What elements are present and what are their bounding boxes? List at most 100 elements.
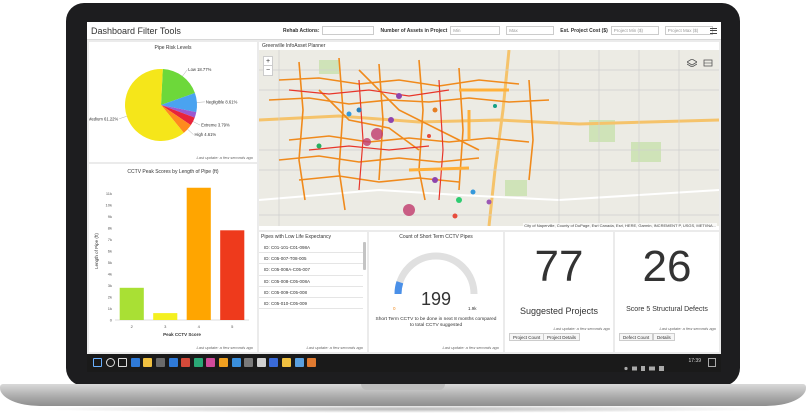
pie-label-leader — [182, 69, 188, 77]
pie-slice[interactable] — [161, 105, 197, 118]
structural-defects-panel: 26 Score 5 Structural Defects Last updat… — [615, 232, 719, 352]
list-item[interactable]: ID: C05-008-C05-008A — [259, 276, 363, 287]
list-footer: Last update: a few seconds ago — [306, 345, 363, 350]
pie-label-leader — [196, 101, 205, 103]
app-icon-5[interactable] — [244, 358, 254, 367]
map-panel[interactable]: Greenville InfoAsset Planner — [259, 42, 719, 230]
x-tick-label: 3 — [164, 324, 167, 329]
tab-project-count[interactable]: Project Count — [509, 333, 545, 341]
hamburger-menu-icon[interactable] — [710, 26, 717, 35]
tab-defect-details[interactable]: Details — [653, 333, 675, 341]
x-tick-label: 5 — [231, 324, 234, 329]
dashboard-header: Dashboard Filter Tools Rehab Actions: Nu… — [87, 22, 721, 40]
gauge-chart — [394, 252, 478, 295]
zoom-out-button[interactable]: − — [265, 67, 271, 74]
app-icon-8[interactable] — [282, 358, 291, 367]
x-axis-label: Peak CCTV Score — [163, 332, 201, 337]
task-view-icon[interactable] — [118, 358, 128, 367]
mail-icon[interactable] — [168, 358, 178, 367]
y-axis-label: Length of Pipe (ft) — [94, 233, 99, 269]
pie-slice-label: Low 18.77% — [188, 67, 211, 72]
dashboard-screen: Dashboard Filter Tools Rehab Actions: Nu… — [87, 22, 721, 372]
tab-project-details[interactable]: Project Details — [543, 333, 581, 341]
chrome-icon[interactable] — [181, 358, 191, 367]
basemap-icon[interactable] — [703, 54, 713, 67]
rehab-actions-select[interactable] — [322, 26, 375, 35]
assets-max-input[interactable]: Max — [506, 26, 555, 35]
list-item[interactable]: ID: C05-009-C05-008 — [259, 287, 363, 298]
zoom-in-button[interactable]: + — [264, 58, 272, 66]
app-icon-1[interactable] — [193, 358, 203, 367]
taskbar-clock[interactable]: 17:39 — [688, 358, 701, 364]
zoom-control: + − — [263, 56, 273, 76]
y-tick-label: 6k — [108, 249, 112, 254]
system-tray — [623, 359, 669, 371]
app-icon-6[interactable] — [256, 358, 266, 367]
pie-slice-label: Extreme 3.79% — [201, 123, 230, 128]
explorer-icon[interactable] — [143, 358, 153, 367]
projects-label: Suggested Projects — [519, 306, 599, 316]
pie-slice-label: Medium 61.22% — [89, 116, 118, 121]
list-item[interactable]: ID: C05-010-C05-009 — [259, 298, 363, 310]
bar[interactable] — [119, 287, 144, 320]
app-icon-7[interactable] — [269, 358, 279, 367]
pie-slice-label: High 4.61% — [195, 132, 217, 137]
search-icon[interactable] — [105, 358, 115, 367]
notifications-icon[interactable] — [708, 358, 716, 367]
defects-count: 26 — [642, 242, 692, 291]
pie-slice[interactable] — [161, 105, 195, 126]
list-item[interactable]: ID: C05-007-T08-005 — [259, 253, 363, 265]
pie-slice[interactable] — [124, 69, 184, 141]
app-icon-10[interactable] — [307, 358, 317, 367]
pipes-list-panel: Pipes with Low Life Expectancy ID: C01-1… — [259, 232, 367, 352]
windows-taskbar: 17:39 — [87, 354, 721, 372]
y-tick-label: 8k — [108, 226, 112, 231]
project-max-input[interactable]: Project Max ($) — [664, 26, 713, 35]
pie-slice[interactable] — [161, 105, 191, 133]
pie-slice[interactable] — [161, 69, 195, 105]
pie-slice[interactable] — [161, 92, 197, 113]
map-canvas[interactable] — [259, 50, 719, 226]
gauge-track-arc — [394, 252, 478, 295]
assets-min-input[interactable]: Min — [450, 26, 501, 35]
bar[interactable] — [153, 313, 178, 320]
list-item[interactable]: ID: C05-008A-C05-007 — [259, 264, 363, 276]
list-scrollbar[interactable] — [363, 242, 366, 270]
x-tick-label: 4 — [198, 324, 201, 329]
tab-defect-count[interactable]: Defect Count — [619, 333, 654, 341]
list-item[interactable]: ID: C01-101-C01-098A — [259, 242, 363, 254]
projects-count: 77 — [534, 242, 584, 291]
pie-chart: Low 18.77% Negligible 8.61% Extreme 3.79% H… — [89, 67, 238, 141]
pie-label-leader — [187, 129, 194, 135]
app-icon-4[interactable] — [231, 358, 241, 367]
gauge-panel: Count of Short Term CCTV Pipes 199 0 1.9… — [369, 232, 503, 352]
laptop-base-notch — [361, 384, 445, 390]
bar-chart-title: CCTV Peak Scores by Length of Pipe (ft) — [127, 169, 219, 175]
app-icon-9[interactable] — [294, 358, 304, 367]
windows-start-icon[interactable] — [93, 358, 102, 367]
bar[interactable] — [186, 187, 211, 320]
layers-icon[interactable] — [686, 54, 698, 68]
pipes-list: ID: C01-101-C01-098A ID: C05-007-T08-005… — [259, 242, 363, 310]
suggested-projects-panel: 77 Suggested Projects Last update: a few… — [505, 232, 613, 352]
y-tick-label: 7k — [108, 237, 112, 242]
x-tick-label: 2 — [131, 324, 134, 329]
bar-chart-panel: CCTV Peak Scores by Length of Pipe (ft) … — [89, 164, 257, 352]
app-icon-2[interactable] — [206, 358, 216, 367]
assets-count-label: Number of Assets in Project — [380, 27, 448, 34]
project-min-input[interactable]: Project Min ($) — [610, 26, 659, 35]
y-tick-label: 0 — [110, 318, 113, 323]
pie-chart-panel: Pipe Risk Levels Low 18.77% Negligible 8.… — [89, 42, 257, 162]
pie-label-leader — [192, 121, 201, 126]
app-icon-3[interactable] — [219, 358, 228, 367]
edge-icon[interactable] — [130, 358, 140, 367]
pie-footer: Last update: a few seconds ago — [196, 155, 253, 160]
project-cost-label: Est. Project Cost ($) — [560, 27, 608, 34]
app-title: Dashboard Filter Tools — [91, 25, 181, 36]
pie-label-leader — [119, 116, 127, 119]
store-icon[interactable] — [156, 358, 165, 367]
laptop-base — [0, 384, 806, 406]
gauge-caption: Short Term CCTV to be done in next 8 mon… — [375, 317, 497, 328]
bar[interactable] — [220, 230, 245, 320]
y-tick-label: 5k — [108, 260, 112, 265]
